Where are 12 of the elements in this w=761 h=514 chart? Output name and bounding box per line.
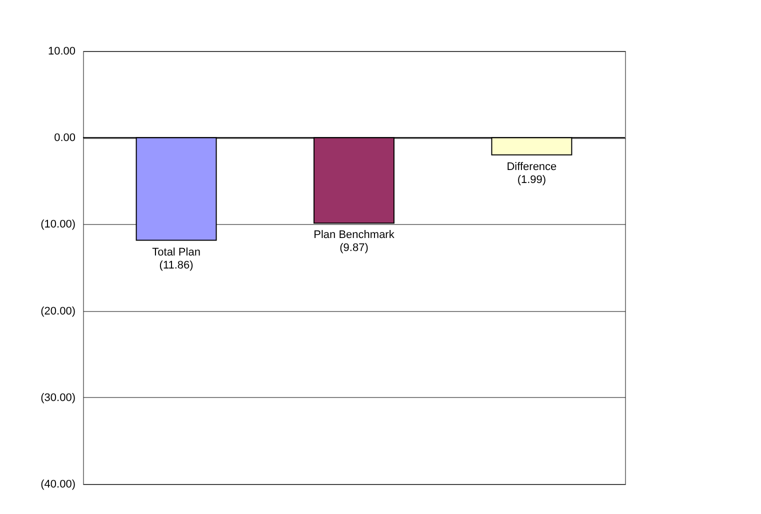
- y-tick-label: (40.00): [40, 478, 76, 490]
- data-label: (11.86): [159, 259, 194, 272]
- y-tick-label: (30.00): [40, 392, 76, 404]
- x-tick-label: Total Plan: [152, 246, 200, 258]
- x-tick-label: Plan Benchmark: [314, 229, 395, 242]
- x-tick-label: Difference: [506, 160, 557, 173]
- y-tick-label: 0.00: [54, 132, 76, 144]
- y-tick-label: 10.00: [48, 46, 76, 58]
- y-tick-label: (20.00): [40, 305, 76, 318]
- y-tick-label: (10.00): [40, 218, 76, 231]
- data-label: (9.87): [340, 242, 368, 254]
- data-label: (1.99): [517, 174, 546, 186]
